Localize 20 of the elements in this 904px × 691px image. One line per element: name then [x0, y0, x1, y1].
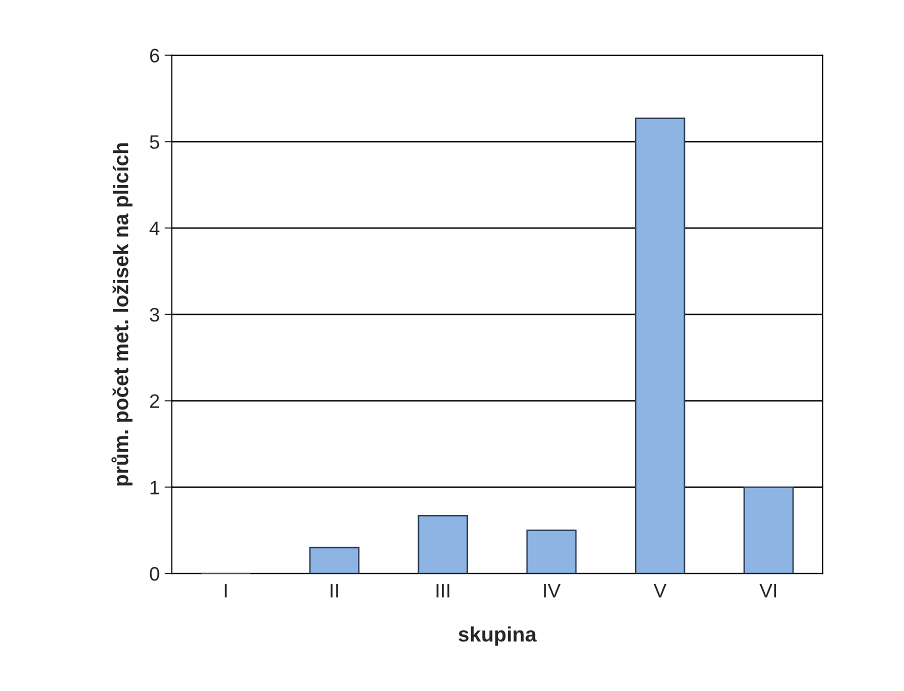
x-axis-title: skupina: [458, 626, 537, 646]
y-tick-label: 4: [150, 222, 160, 236]
bar: [526, 530, 577, 574]
x-tick-label: II: [330, 584, 338, 598]
x-tick-label: IV: [544, 584, 561, 598]
y-axis-title: prům. počet met. ložisek na plicích: [111, 143, 132, 486]
x-tick-label: V: [654, 584, 666, 598]
y-tick-label: 3: [150, 308, 160, 322]
y-tick-label: 5: [150, 135, 160, 149]
bar: [634, 118, 686, 574]
y-tick-label: 0: [150, 567, 160, 581]
bar: [744, 486, 794, 574]
y-tick-label: 6: [150, 48, 160, 63]
x-tick-label: III: [436, 584, 450, 598]
y-tick-label: 2: [150, 394, 159, 408]
bar: [418, 514, 468, 574]
bar: [309, 546, 360, 574]
x-tick-label: I: [224, 584, 227, 598]
y-tick-label: 1: [150, 480, 160, 494]
x-tick-label: VI: [760, 584, 776, 598]
